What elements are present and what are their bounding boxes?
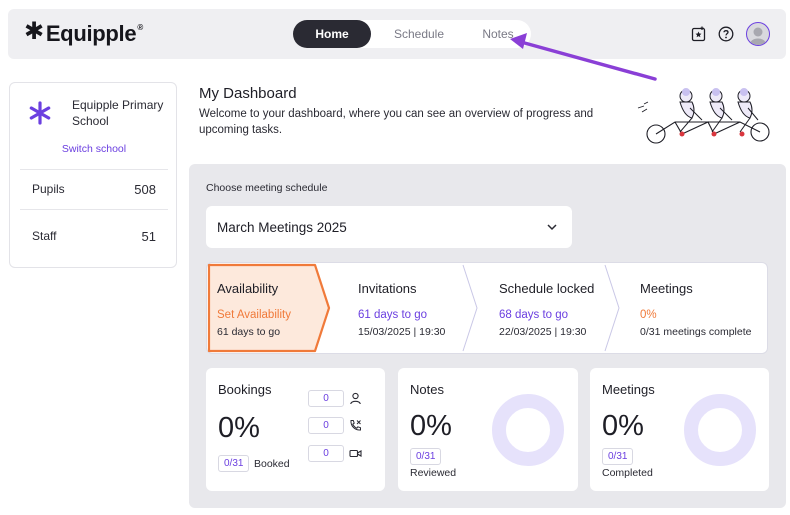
logo-registered-mark: ® (137, 23, 143, 32)
tandem-bicycle-illustration (637, 88, 770, 144)
phone-count: 0 (308, 417, 344, 434)
stat-row-staff: Staff 51 (32, 229, 156, 244)
tab-home[interactable]: Home (293, 20, 371, 48)
bookings-percent: 0% (218, 412, 260, 444)
person-icon (350, 392, 361, 405)
help-icon[interactable] (717, 25, 735, 43)
star-badge-icon[interactable] (690, 25, 708, 43)
step-availability[interactable]: Availability Set Availability 61 days to… (207, 263, 329, 353)
bookings-badge: 0/31 (218, 455, 250, 472)
card-title: Notes (410, 382, 444, 397)
main-nav: Home Schedule Notes (293, 20, 531, 48)
meetings-badge: 0/31 (602, 448, 634, 465)
meeting-schedule-select[interactable]: March Meetings 2025 (206, 206, 572, 248)
stepper-chevrons (207, 263, 620, 353)
tab-notes[interactable]: Notes (482, 27, 514, 41)
tab-schedule[interactable]: Schedule (393, 27, 445, 41)
badge-label: Booked (254, 458, 290, 470)
meetings-card[interactable]: Meetings 0% 0/31 Completed (590, 368, 769, 491)
step-meta: 0/31 meetings complete (640, 326, 752, 338)
logo-asterisk-icon: ✱ (24, 18, 44, 45)
notes-badge: 0/31 (410, 448, 442, 465)
logo-text: Equipple (45, 21, 137, 46)
step-invitations[interactable]: Invitations 61 days to go 15/03/2025 | 1… (331, 263, 471, 353)
stat-label: Staff (32, 229, 57, 243)
school-card: Equipple Primary School Switch school Pu… (9, 82, 177, 268)
step-title: Invitations (358, 281, 417, 296)
switch-school-link[interactable]: Switch school (61, 143, 127, 155)
set-availability-link[interactable]: Set Availability (217, 309, 291, 321)
step-schedule-locked[interactable]: Schedule locked 68 days to go 22/03/2025… (473, 263, 613, 353)
selected-schedule: March Meetings 2025 (217, 220, 347, 235)
stat-value: 51 (141, 229, 156, 244)
school-name: Equipple Primary School (72, 98, 164, 128)
divider (20, 169, 168, 170)
notes-percent: 0% (410, 410, 452, 442)
stat-row-pupils: Pupils 508 (32, 182, 156, 197)
progress-stepper: Availability Set Availability 61 days to… (206, 262, 768, 354)
meetings-progress-ring (684, 394, 756, 466)
card-title: Bookings (218, 382, 272, 397)
video-icon (349, 449, 362, 458)
stat-value: 508 (134, 182, 156, 197)
step-meetings[interactable]: Meetings 0% 0/31 meetings complete (615, 263, 767, 353)
step-title: Meetings (640, 281, 693, 296)
step-meta: 61 days to go (217, 326, 281, 338)
app-logo[interactable]: ✱ Equipple ® (24, 18, 143, 47)
divider (20, 209, 168, 210)
notes-card[interactable]: Notes 0% 0/31 Reviewed (398, 368, 578, 491)
notes-progress-ring (492, 394, 564, 466)
step-meta: 22/03/2025 | 19:30 (499, 326, 587, 338)
phone-icon (350, 420, 361, 431)
video-count: 0 (308, 445, 344, 462)
badge-label: Completed (602, 467, 653, 479)
page-subtitle: Welcome to your dashboard, where you can… (199, 108, 594, 136)
user-avatar[interactable] (746, 22, 770, 46)
step-status: 68 days to go (499, 309, 569, 321)
badge-label: Reviewed (410, 467, 457, 479)
step-status: 61 days to go (358, 309, 428, 321)
in-person-count: 0 (308, 390, 344, 407)
step-meta: 15/03/2025 | 19:30 (358, 326, 446, 338)
top-bar: ✱ Equipple ® Home Schedule Notes (8, 9, 786, 59)
step-status: 0% (640, 309, 657, 321)
page-title: My Dashboard (199, 85, 297, 102)
avatar-silhouette-icon (750, 27, 766, 45)
step-title: Availability (217, 281, 279, 296)
asterisk-icon (29, 101, 51, 125)
chevron-down-icon (547, 224, 557, 231)
card-title: Meetings (602, 382, 655, 397)
step-title: Schedule locked (499, 281, 595, 296)
bookings-card[interactable]: Bookings 0% 0/31 Booked 0 0 0 (206, 368, 385, 491)
stat-label: Pupils (32, 182, 65, 196)
meetings-percent: 0% (602, 410, 644, 442)
choose-schedule-label: Choose meeting schedule (206, 182, 328, 194)
